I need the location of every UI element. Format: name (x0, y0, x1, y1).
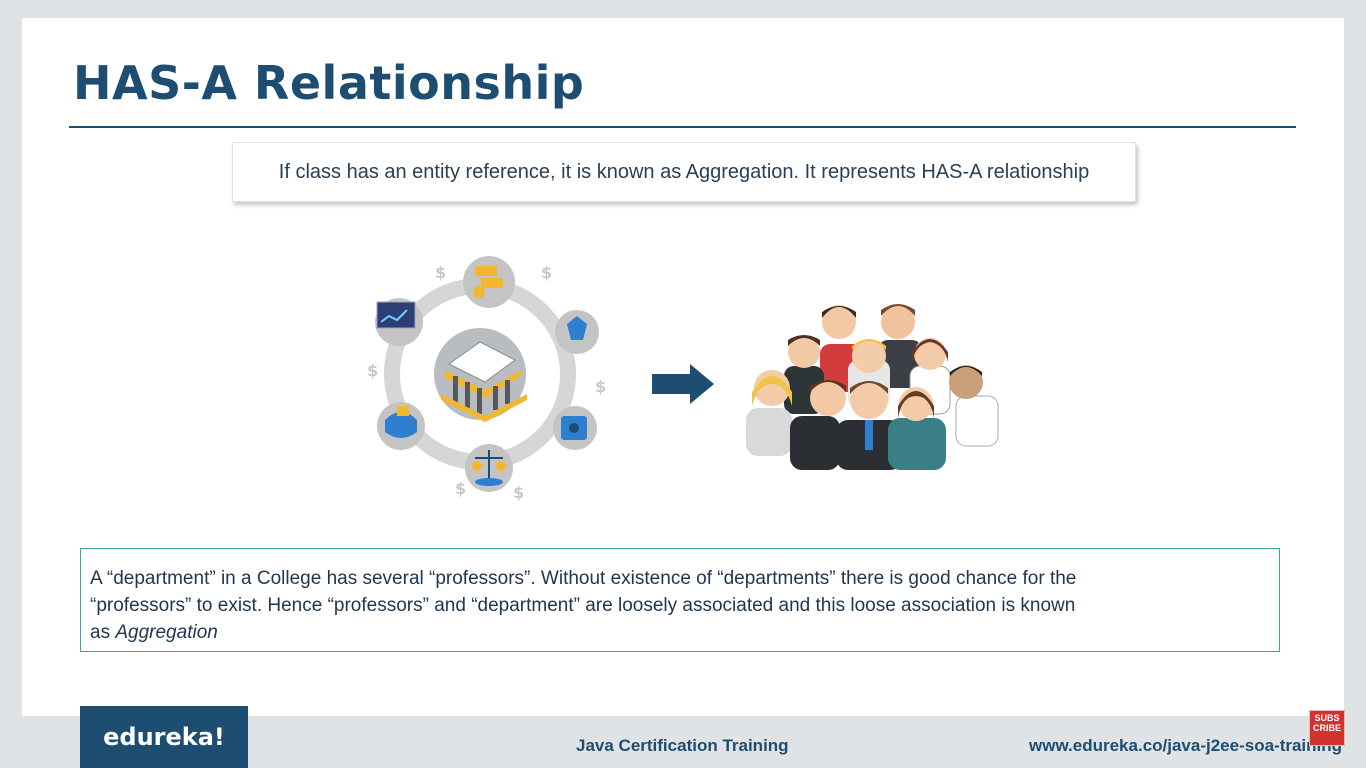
aggregation-term: Aggregation (115, 622, 218, 643)
description-line-3: as Aggregation (90, 619, 1269, 646)
description-prefix: as (90, 622, 116, 643)
subscribe-icon[interactable]: SUBS CRIBE (1309, 710, 1345, 746)
footer-url-link[interactable]: www.edureka.co/java-j2ee-soa-training (1029, 736, 1343, 755)
definition-text: If class has an entity reference, it is … (278, 160, 1090, 183)
slide: HAS-A Relationship If class has an entit… (22, 18, 1344, 716)
svg-text:$: $ (595, 377, 606, 396)
description-line-2: “professors” to exist. Hence “professors… (90, 595, 1076, 616)
description-box: A “department” in a College has several … (80, 548, 1280, 652)
bank-finance-icon: $ $ $ $ $ $ (367, 256, 606, 502)
title-divider (69, 126, 1296, 128)
svg-text:$: $ (455, 479, 466, 498)
svg-text:$: $ (513, 483, 524, 502)
group-of-people-icon (746, 304, 999, 470)
subscribe-line-2: CRIBE (1312, 723, 1341, 733)
svg-text:$: $ (367, 361, 378, 380)
edureka-logo: edureka! (80, 706, 248, 768)
footer-course-name: Java Certification Training (576, 736, 789, 755)
svg-text:$: $ (435, 263, 446, 282)
subscribe-line-1: SUBS (1314, 713, 1340, 723)
page-title: HAS-A Relationship (73, 56, 585, 110)
definition-box: If class has an entity reference, it is … (232, 142, 1136, 202)
right-arrow-icon (652, 364, 714, 404)
svg-text:$: $ (541, 263, 552, 282)
description-line-1: A “department” in a College has several … (90, 568, 1077, 589)
